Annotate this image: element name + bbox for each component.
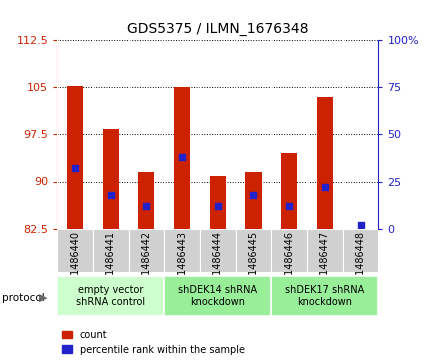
Bar: [139, 172, 154, 229]
Text: GSM1486440: GSM1486440: [70, 231, 80, 296]
Text: ▶: ▶: [39, 293, 47, 303]
Text: GSM1486443: GSM1486443: [177, 231, 187, 296]
Text: GSM1486445: GSM1486445: [249, 231, 258, 296]
Bar: [103, 129, 119, 229]
Bar: [307, 229, 343, 272]
Bar: [57, 229, 93, 272]
Bar: [343, 229, 378, 272]
Bar: [93, 229, 128, 272]
Bar: [210, 176, 226, 229]
Bar: [164, 229, 200, 272]
Text: protocol: protocol: [2, 293, 45, 303]
Bar: [128, 229, 164, 272]
Bar: [271, 276, 378, 316]
Point: [179, 154, 186, 160]
Text: shDEK17 shRNA
knockdown: shDEK17 shRNA knockdown: [285, 285, 364, 307]
Point: [107, 192, 114, 197]
Text: GSM1486446: GSM1486446: [284, 231, 294, 296]
Bar: [271, 229, 307, 272]
Bar: [164, 276, 271, 316]
Bar: [236, 229, 271, 272]
Legend: count, percentile rank within the sample: count, percentile rank within the sample: [62, 330, 245, 355]
Title: GDS5375 / ILMN_1676348: GDS5375 / ILMN_1676348: [127, 22, 308, 36]
Point: [72, 166, 79, 171]
Bar: [246, 172, 261, 229]
Point: [214, 203, 221, 209]
Text: GSM1486441: GSM1486441: [106, 231, 116, 296]
Point: [321, 184, 328, 190]
Point: [143, 203, 150, 209]
Bar: [67, 86, 83, 229]
Point: [250, 192, 257, 197]
Point: [357, 222, 364, 228]
Text: shDEK14 shRNA
knockdown: shDEK14 shRNA knockdown: [178, 285, 257, 307]
Text: GSM1486444: GSM1486444: [213, 231, 223, 296]
Text: GSM1486448: GSM1486448: [356, 231, 366, 296]
Bar: [317, 97, 333, 229]
Point: [286, 203, 293, 209]
Bar: [174, 87, 190, 229]
Bar: [57, 276, 164, 316]
Text: empty vector
shRNA control: empty vector shRNA control: [76, 285, 145, 307]
Bar: [200, 229, 236, 272]
Bar: [281, 153, 297, 229]
Text: GSM1486447: GSM1486447: [320, 231, 330, 296]
Text: GSM1486442: GSM1486442: [141, 231, 151, 296]
